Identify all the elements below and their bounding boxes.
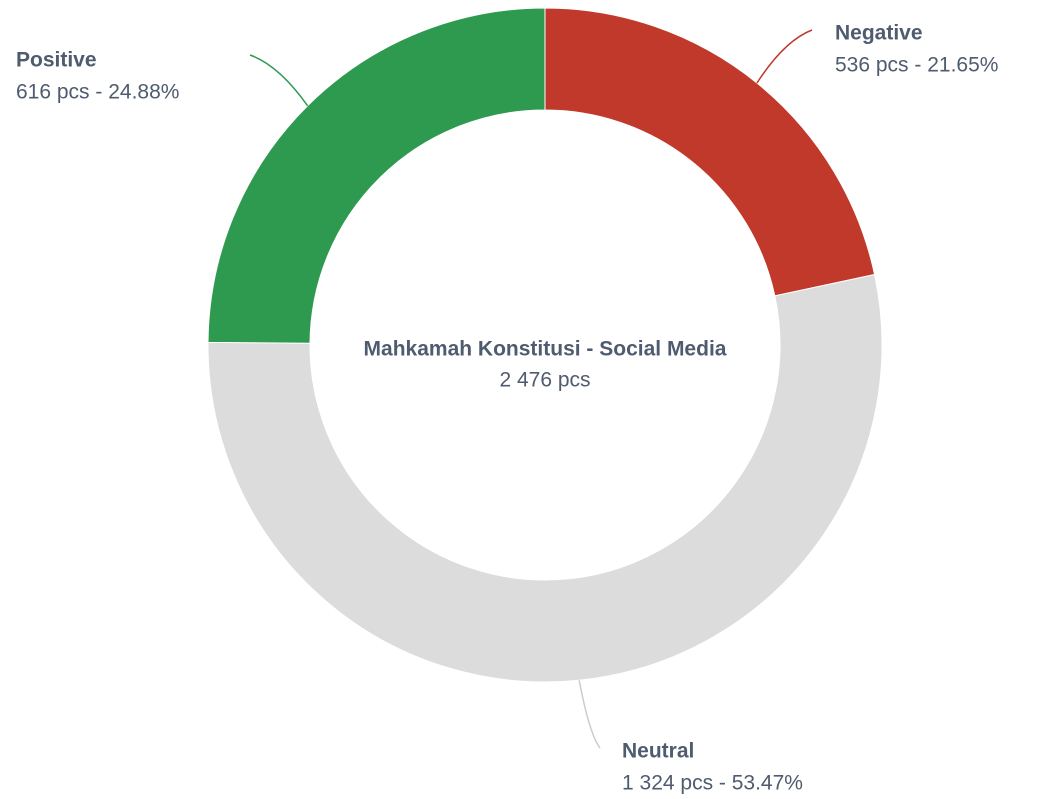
slice-name: Neutral bbox=[622, 740, 694, 763]
donut-slice bbox=[207, 273, 883, 683]
slice-value-label: 616 pcs - 24.88% bbox=[16, 81, 179, 104]
slice-name: Negative bbox=[835, 22, 923, 45]
center-title: Mahkamah Konstitusi - Social Media bbox=[364, 338, 727, 361]
slice-name: Positive bbox=[16, 49, 97, 72]
donut-slice bbox=[207, 7, 546, 344]
label-connector bbox=[249, 54, 309, 107]
labels: Negative 536 pcs - 21.65% Neutral 1 324 pcs… bbox=[16, 22, 998, 795]
donut bbox=[207, 7, 883, 683]
donut-slice bbox=[544, 7, 876, 297]
label-connector bbox=[578, 680, 601, 749]
label-connector bbox=[756, 29, 813, 84]
center-subtitle: 2 476 pcs bbox=[499, 369, 590, 392]
slice-value-label: 536 pcs - 21.65% bbox=[835, 54, 998, 77]
slice-value-label: 1 324 pcs - 53.47% bbox=[622, 772, 803, 795]
